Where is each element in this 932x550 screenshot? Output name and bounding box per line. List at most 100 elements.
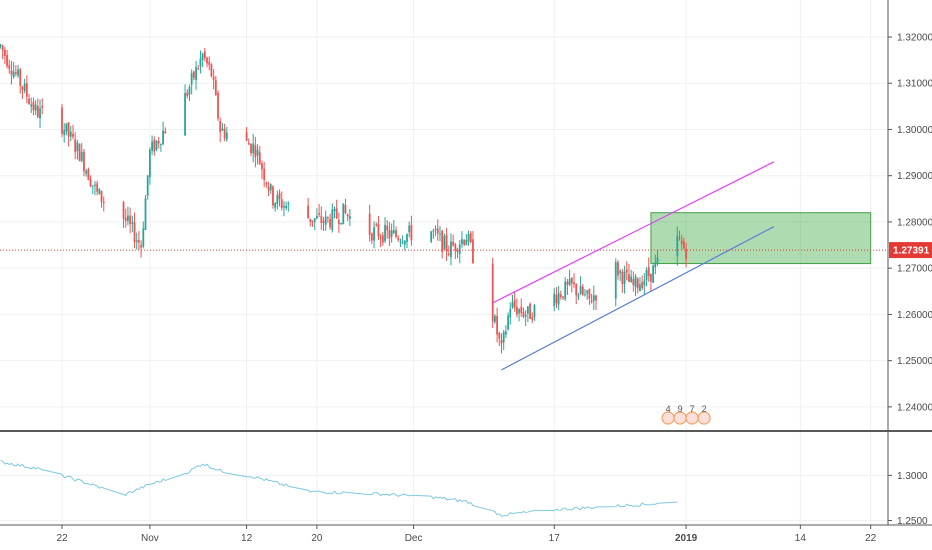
x-tick-label: 20 [311, 533, 323, 544]
candle-body [100, 190, 103, 202]
candle-body [203, 51, 206, 59]
candle-body [344, 204, 347, 214]
candle-body [335, 208, 338, 219]
candle-body [568, 278, 571, 285]
candle-body [586, 290, 589, 294]
candle-body [41, 105, 44, 108]
candle-body [32, 101, 35, 111]
candle-body [65, 123, 68, 132]
candle-body [390, 230, 393, 237]
candle-body [223, 128, 226, 139]
candle-body [430, 231, 433, 242]
candle-body [67, 122, 70, 137]
candle-body [197, 68, 200, 70]
candle-body [6, 55, 8, 67]
candle-body [74, 139, 77, 153]
candle-body [10, 70, 13, 75]
candle-body [511, 301, 514, 308]
candle-body [140, 245, 143, 248]
candle-body [515, 307, 518, 315]
candle-body [619, 270, 622, 274]
candle-body [595, 295, 597, 301]
candle-body [685, 248, 687, 260]
candle-body [584, 294, 586, 296]
candle-body [509, 308, 512, 318]
candle-body [562, 296, 564, 298]
candle-body [283, 205, 285, 208]
candle-body [267, 186, 270, 191]
candle-body [30, 104, 33, 107]
candle-body [652, 265, 655, 283]
candle-body [138, 240, 140, 243]
candle-body [432, 230, 435, 232]
candle-body [491, 263, 494, 322]
candle-body [186, 92, 189, 96]
candle-body [403, 240, 406, 245]
candle-body [199, 58, 202, 67]
candle-body [217, 92, 219, 119]
candle-body [324, 216, 327, 225]
candle-body [553, 293, 556, 307]
candle-body [23, 83, 26, 91]
candle-body [524, 314, 527, 317]
candle-body [337, 220, 340, 225]
candle-body [348, 216, 351, 219]
candle-body [467, 234, 470, 242]
candle-body [272, 186, 274, 206]
candle-body [463, 240, 466, 245]
candle-body [342, 203, 345, 225]
candle-body [447, 253, 450, 255]
candle-body [0, 45, 2, 47]
x-tick-label: 22 [865, 533, 877, 544]
y-tick-label: 1.30000 [897, 125, 932, 136]
candle-body [636, 278, 639, 289]
channel-upper-line[interactable] [492, 161, 775, 304]
candle-body [122, 202, 125, 219]
candle-body [676, 236, 679, 256]
candle-body [504, 331, 507, 335]
candle-body [340, 222, 342, 224]
candle-body [436, 228, 439, 234]
candle-body [643, 280, 646, 286]
event-marker[interactable] [697, 411, 711, 425]
candle-body [370, 233, 373, 241]
candle-body [320, 215, 323, 223]
candle-body [258, 152, 261, 165]
candle-body [316, 215, 318, 219]
candle-body [326, 217, 329, 219]
candle-body [201, 53, 204, 60]
candle-body [89, 179, 92, 187]
candle-body [494, 315, 496, 322]
candle-body [377, 224, 380, 237]
y-tick-label: 1.26000 [897, 310, 932, 321]
candle-body [83, 151, 85, 172]
y-tick-label: 1.24000 [897, 402, 932, 413]
candle-body [135, 240, 138, 242]
x-tick-label: 12 [241, 533, 253, 544]
candle-body [632, 279, 635, 286]
candle-body [375, 224, 378, 226]
candle-body [28, 98, 30, 104]
candle-body [61, 107, 63, 134]
candle-body [590, 300, 593, 303]
x-tick-label: 22 [56, 533, 68, 544]
candle-body [639, 284, 641, 292]
candle-body [399, 241, 402, 243]
candle-body [678, 238, 681, 240]
indicator-line [0, 460, 678, 517]
candle-body [212, 76, 215, 81]
candle-body [72, 133, 74, 137]
candle-body [127, 215, 129, 222]
channel-lower-line[interactable] [501, 226, 775, 371]
candle-body [164, 131, 167, 134]
candle-body [157, 140, 160, 144]
candle-body [19, 69, 22, 86]
candle-body [318, 213, 321, 215]
candle-body [555, 294, 558, 304]
candle-body [575, 284, 578, 296]
candle-body [219, 120, 222, 133]
candle-body [650, 273, 652, 282]
target-zone-rect[interactable] [650, 212, 872, 265]
candle-body [628, 274, 630, 282]
